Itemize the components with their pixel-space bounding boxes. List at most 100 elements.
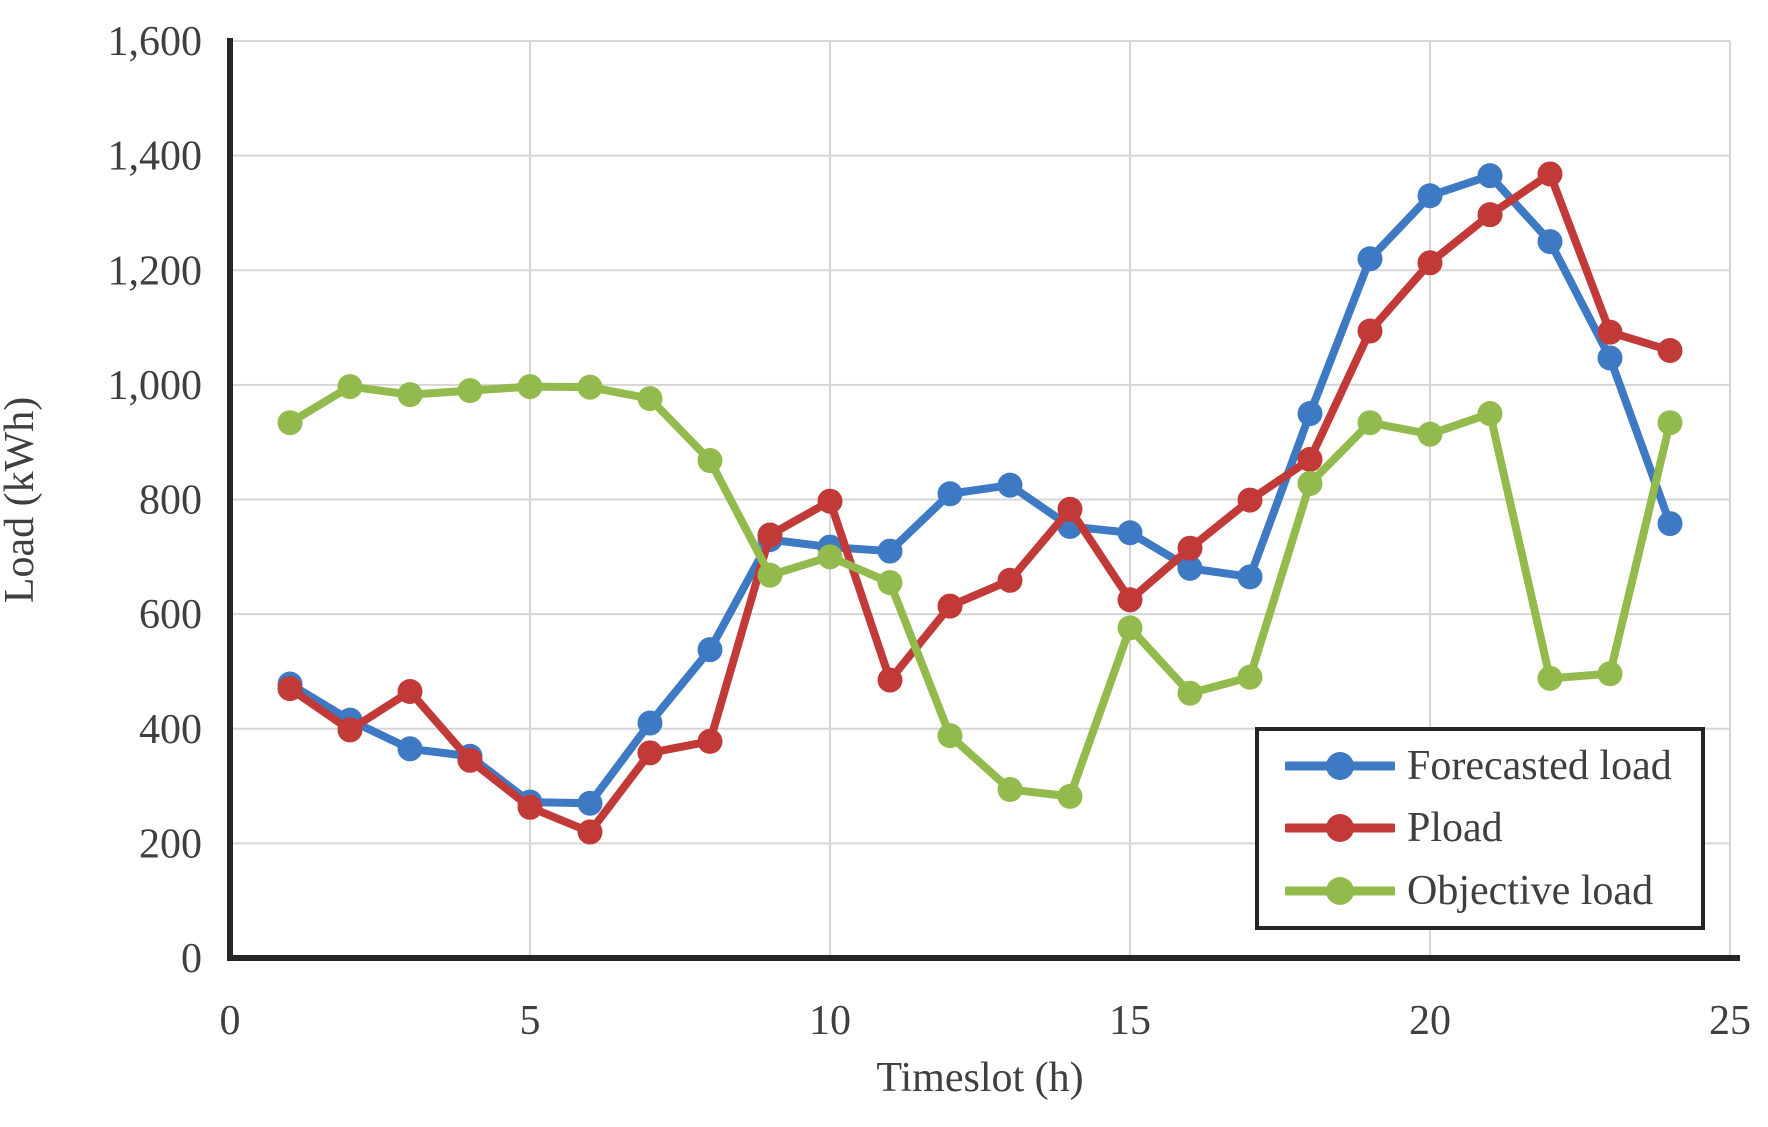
legend: Forecasted load Pload Objective load [1255, 727, 1705, 930]
x-tick-label: 0 [220, 998, 241, 1044]
data-point-objective-load [457, 378, 483, 404]
data-point-pload [1177, 535, 1203, 561]
data-point-forecasted-load [577, 790, 603, 816]
data-point-forecasted-load [1297, 401, 1323, 427]
data-point-pload [1237, 487, 1263, 513]
data-point-objective-load [877, 570, 903, 596]
data-point-objective-load [1477, 401, 1503, 427]
data-point-objective-load [817, 544, 843, 570]
y-tick-label: 800 [139, 478, 202, 524]
x-tick-label: 5 [520, 998, 541, 1044]
legend-item-objective-load: Objective load [1285, 870, 1701, 912]
x-tick-labels: 0 5 10 15 20 25 [220, 998, 1752, 1044]
data-point-pload [577, 819, 603, 845]
data-point-forecasted-load [1117, 520, 1143, 546]
data-point-forecasted-load [1417, 183, 1443, 209]
data-point-pload [757, 522, 783, 548]
data-point-forecasted-load [877, 538, 903, 564]
data-point-objective-load [1117, 615, 1143, 641]
x-axis-title: Timeslot (h) [876, 1055, 1084, 1101]
y-tick-label: 1,000 [108, 363, 203, 409]
data-point-pload [457, 747, 483, 773]
data-point-objective-load [1417, 421, 1443, 447]
series-forecasted-load [277, 163, 1683, 816]
y-tick-label: 1,400 [108, 134, 203, 180]
data-point-pload [937, 593, 963, 619]
data-point-pload [877, 667, 903, 693]
data-point-forecasted-load [1237, 564, 1263, 590]
series-line-pload [286, 169, 1674, 836]
data-point-objective-load [577, 374, 603, 400]
data-point-objective-load [937, 723, 963, 749]
data-point-forecasted-load [1537, 229, 1563, 255]
data-point-pload [637, 740, 663, 766]
data-point-pload [1057, 496, 1083, 522]
data-point-pload [1417, 250, 1443, 276]
series-pload [277, 161, 1683, 845]
data-point-pload [397, 678, 423, 704]
data-point-objective-load [757, 562, 783, 588]
y-tick-label: 400 [139, 707, 202, 753]
y-axis-title: Load (kWh) [0, 396, 43, 604]
y-tick-label: 1,600 [108, 19, 203, 65]
y-tick-label: 600 [139, 592, 202, 638]
data-point-forecasted-load [1177, 555, 1203, 581]
y-tick-label: 1,200 [108, 248, 203, 294]
data-point-objective-load [1177, 680, 1203, 706]
y-tick-label: 200 [139, 821, 202, 867]
data-point-pload [817, 488, 843, 514]
data-point-forecasted-load [637, 710, 663, 736]
data-point-forecasted-load [1597, 345, 1623, 371]
x-tick-label: 20 [1409, 998, 1451, 1044]
legend-marker-forecasted-load [1285, 752, 1395, 781]
legend-marker-pload [1285, 814, 1395, 843]
data-point-objective-load [1657, 410, 1683, 436]
y-tick-labels: 0 200 400 600 800 1,000 1,200 1,400 1,600 [108, 19, 203, 982]
data-point-forecasted-load [937, 481, 963, 507]
data-point-forecasted-load [1357, 246, 1383, 272]
data-point-pload [1537, 161, 1563, 187]
data-point-pload [1657, 337, 1683, 363]
data-point-objective-load [1537, 665, 1563, 691]
legend-marker-objective-load [1285, 876, 1395, 905]
data-point-objective-load [1357, 410, 1383, 436]
legend-label-pload: Pload [1407, 805, 1503, 852]
legend-label-objective-load: Objective load [1407, 867, 1654, 914]
data-point-forecasted-load [1477, 163, 1503, 189]
data-point-forecasted-load [997, 472, 1023, 498]
series-objective-load [277, 374, 1683, 809]
data-point-pload [277, 676, 303, 702]
data-point-pload [1597, 319, 1623, 345]
data-point-objective-load [1237, 664, 1263, 690]
data-point-pload [1117, 587, 1143, 613]
data-point-pload [337, 717, 363, 743]
data-point-pload [517, 794, 543, 820]
data-point-pload [1297, 446, 1323, 472]
data-point-objective-load [1597, 661, 1623, 687]
data-point-pload [1357, 318, 1383, 344]
data-point-forecasted-load [397, 736, 423, 762]
data-point-forecasted-load [1657, 511, 1683, 537]
data-point-objective-load [997, 777, 1023, 803]
x-tick-label: 15 [1109, 998, 1151, 1044]
data-point-objective-load [277, 410, 303, 436]
data-point-objective-load [337, 374, 363, 400]
data-point-objective-load [517, 374, 543, 400]
legend-label-forecasted-load: Forecasted load [1407, 743, 1672, 790]
data-point-objective-load [1297, 470, 1323, 496]
data-point-objective-load [397, 382, 423, 408]
legend-item-forecasted-load: Forecasted load [1285, 745, 1701, 787]
data-point-objective-load [697, 448, 723, 474]
data-point-objective-load [1057, 783, 1083, 809]
x-tick-label: 25 [1709, 998, 1751, 1044]
data-point-pload [1477, 202, 1503, 228]
data-point-pload [997, 567, 1023, 593]
legend-item-pload: Pload [1285, 807, 1701, 849]
data-point-objective-load [637, 386, 663, 412]
x-tick-label: 10 [809, 998, 851, 1044]
y-tick-label: 0 [181, 936, 202, 982]
data-point-pload [697, 728, 723, 754]
data-point-forecasted-load [697, 637, 723, 663]
